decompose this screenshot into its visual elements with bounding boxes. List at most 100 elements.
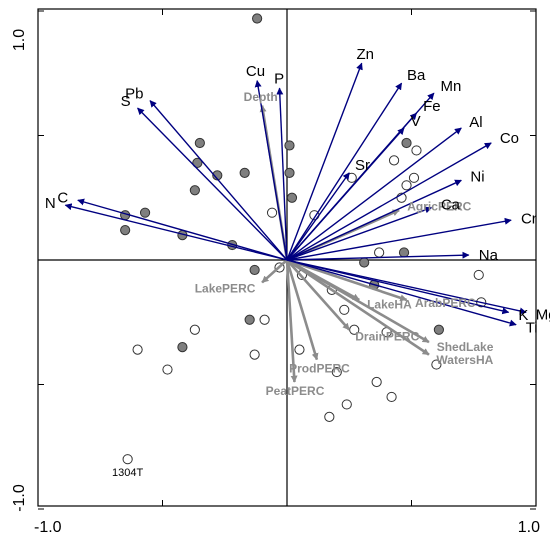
site-point-filled bbox=[401, 137, 412, 149]
species-arrow-mg bbox=[286, 259, 527, 315]
species-arrow-c bbox=[77, 198, 288, 261]
species-arrow-zn bbox=[286, 62, 363, 261]
species-label-co: Co bbox=[500, 130, 519, 147]
site-point-filled bbox=[284, 167, 295, 178]
env-arrow-lakeperc bbox=[261, 259, 288, 284]
site-point-open bbox=[341, 399, 352, 410]
env-arrow-arabperc bbox=[286, 258, 408, 302]
site-point-open bbox=[294, 344, 305, 355]
species-arrow-cr bbox=[286, 217, 512, 261]
site-point-open bbox=[431, 359, 442, 370]
species-label-pb: Pb bbox=[125, 85, 143, 102]
site-point-labeled bbox=[122, 454, 133, 465]
env-arrow-peatperc bbox=[285, 259, 298, 383]
species-label-mn: Mn bbox=[441, 78, 462, 95]
site-point-open bbox=[339, 304, 350, 315]
env-arrow-prodperc bbox=[285, 259, 319, 361]
tick-labels: -1.0 1.0 1.0 -1.0 bbox=[11, 29, 540, 536]
site-point-filled bbox=[252, 13, 263, 24]
site-point-open bbox=[266, 207, 278, 218]
site-point-filled bbox=[192, 157, 203, 168]
site-point-filled bbox=[194, 137, 205, 149]
site-point-filled bbox=[398, 247, 410, 258]
env-label-shedlake: ShedLake bbox=[437, 340, 494, 354]
y-tick-label: -1.0 bbox=[11, 484, 28, 512]
site-point-open bbox=[411, 145, 422, 156]
species-arrow-sr bbox=[286, 172, 350, 261]
species-label-ca: Ca bbox=[441, 197, 461, 214]
site-point-open bbox=[162, 364, 173, 375]
species-arrow-pb bbox=[149, 100, 288, 261]
y-tick-label: 1.0 bbox=[11, 29, 28, 51]
site-point-open bbox=[189, 324, 200, 335]
species-label-n: N bbox=[45, 195, 56, 212]
env-label-peatperc: PeatPERC bbox=[266, 384, 325, 398]
species-label-ti: Ti bbox=[526, 320, 538, 337]
species-arrow-ti bbox=[286, 259, 517, 327]
site-point-filled bbox=[286, 192, 298, 203]
site-point-open bbox=[374, 247, 385, 258]
env-label-prodperc: ProdPERC bbox=[289, 361, 350, 375]
env-label-drainperc: DrainPERC bbox=[355, 330, 419, 344]
species-label-fe: Fe bbox=[423, 98, 441, 115]
site-point-open bbox=[473, 269, 484, 281]
site-point-filled bbox=[239, 167, 250, 178]
site-point-filled bbox=[359, 257, 370, 268]
species-arrow-ni bbox=[286, 179, 462, 261]
env-arrow-watersha bbox=[286, 258, 430, 356]
env-arrow-shedlake bbox=[286, 258, 430, 344]
env-label-arabperc: ArabPERC bbox=[415, 296, 476, 310]
species-label-al: Al bbox=[469, 114, 482, 131]
site-point-filled bbox=[244, 314, 255, 325]
species-label-v: V bbox=[411, 113, 421, 130]
species-arrow-co bbox=[286, 142, 492, 261]
species-label-ba: Ba bbox=[407, 67, 426, 84]
site-point-filled bbox=[139, 207, 151, 218]
env-label-lakeha: LakeHA bbox=[367, 297, 412, 311]
env-label-agricperc: AgricPERC bbox=[407, 200, 471, 214]
species-arrow-na bbox=[286, 251, 470, 261]
species-arrow-v bbox=[286, 127, 405, 261]
site-point-open bbox=[259, 314, 270, 325]
site-point-open bbox=[324, 411, 335, 422]
site-point-open bbox=[388, 155, 400, 166]
species-label-na: Na bbox=[479, 247, 499, 264]
species-arrow-s bbox=[137, 107, 288, 261]
species-label-ni: Ni bbox=[470, 168, 484, 185]
species-label-s: S bbox=[121, 93, 131, 110]
env-label-lakeperc: LakePERC bbox=[195, 282, 256, 296]
species-label-sr: Sr bbox=[355, 157, 370, 174]
site-point-open bbox=[386, 391, 397, 403]
axis-ticks bbox=[37, 9, 537, 510]
site-point-open bbox=[371, 376, 382, 388]
vector-labels: Depth AgricPERC LakePERC LakeHA ArabPERC Drai… bbox=[45, 46, 550, 398]
site-point-open bbox=[401, 180, 412, 191]
site-point-filled bbox=[284, 140, 295, 151]
env-arrow-drainperc bbox=[286, 259, 351, 331]
species-label-cu: Cu bbox=[246, 63, 265, 80]
species-arrow-cu bbox=[254, 80, 288, 261]
site-label: 1304T bbox=[112, 467, 143, 479]
site-point-open bbox=[249, 349, 260, 360]
site-point-filled bbox=[120, 225, 131, 236]
env-label-watersha: WatersHA bbox=[436, 353, 493, 367]
site-point-filled bbox=[249, 264, 260, 276]
species-label-mg: Mg bbox=[536, 307, 550, 324]
species-label-k: K bbox=[518, 307, 528, 324]
site-point-filled bbox=[177, 342, 188, 353]
species-arrow-ca bbox=[286, 206, 433, 261]
species-arrow-n bbox=[64, 203, 288, 261]
site-point-filled bbox=[433, 324, 444, 335]
x-tick-label: 1.0 bbox=[518, 519, 540, 536]
species-arrow-p bbox=[276, 87, 288, 261]
site-point-open bbox=[331, 366, 342, 378]
env-label-depth: Depth bbox=[244, 90, 278, 104]
species-arrow-al bbox=[286, 127, 462, 261]
x-tick-label: -1.0 bbox=[34, 519, 62, 536]
site-point-open bbox=[408, 172, 420, 183]
species-label-zn: Zn bbox=[356, 46, 374, 63]
site-point-open bbox=[132, 344, 143, 355]
species-label-c: C bbox=[57, 190, 68, 207]
species-label-p: P bbox=[274, 70, 284, 87]
